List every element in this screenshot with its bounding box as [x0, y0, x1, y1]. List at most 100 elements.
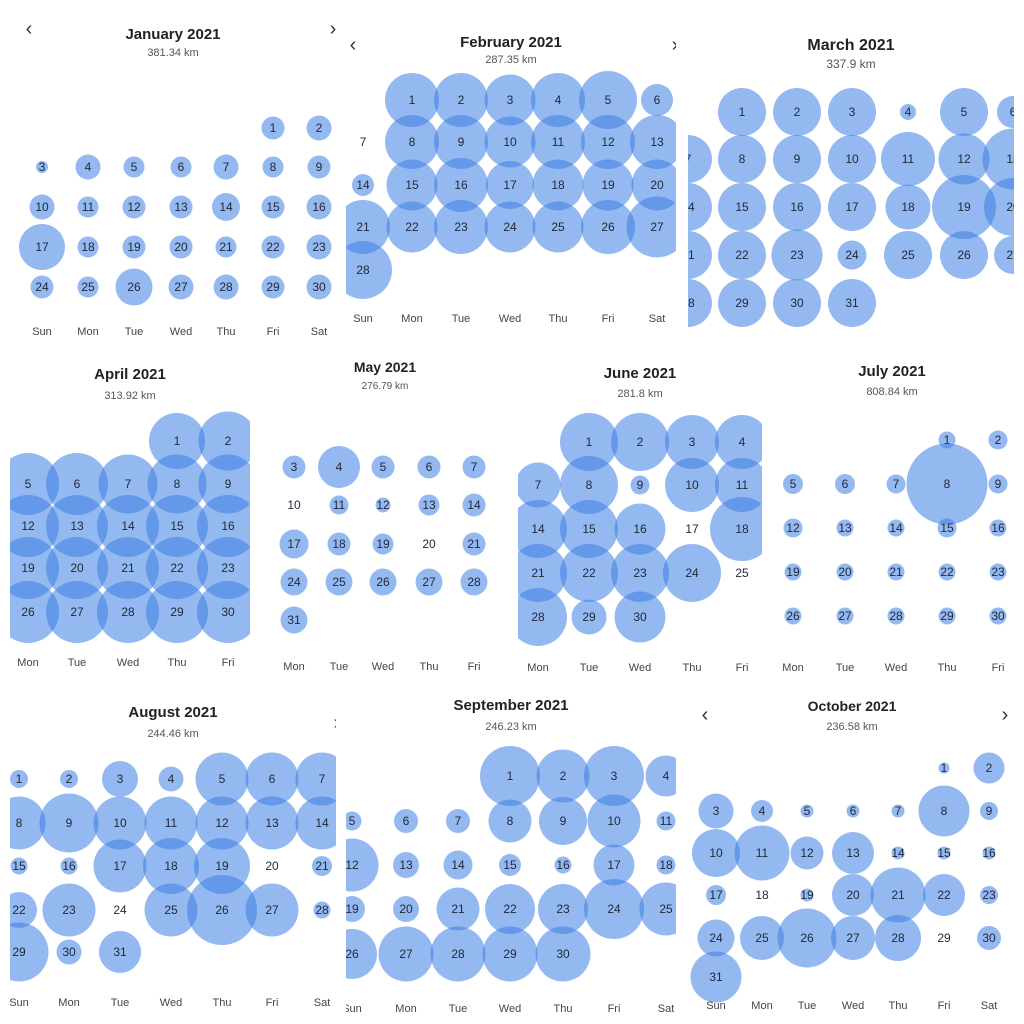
activity-bubble[interactable]	[885, 184, 931, 230]
day-number[interactable]: 26	[127, 280, 141, 294]
day-number[interactable]: 14	[688, 200, 695, 214]
activity-bubble[interactable]	[997, 96, 1014, 128]
day-number[interactable]: 14	[889, 521, 903, 535]
day-number[interactable]: 7	[318, 772, 326, 786]
day-number[interactable]: 21	[688, 248, 695, 262]
activity-bubble[interactable]	[213, 154, 239, 180]
day-number[interactable]: 2	[224, 434, 232, 448]
day-number[interactable]: 20	[70, 561, 84, 575]
activity-bubble[interactable]	[790, 836, 824, 870]
activity-bubble[interactable]	[571, 599, 607, 635]
day-number[interactable]: 7	[222, 160, 230, 174]
day-number[interactable]: 31	[287, 613, 301, 627]
activity-bubble[interactable]	[663, 544, 721, 602]
activity-bubble[interactable]	[306, 194, 332, 220]
activity-bubble[interactable]	[375, 497, 391, 513]
day-number[interactable]: 15	[582, 522, 596, 536]
activity-bubble[interactable]	[484, 201, 536, 253]
day-number[interactable]: 8	[269, 160, 277, 174]
day-number[interactable]: 4	[335, 460, 343, 474]
activity-bubble[interactable]	[710, 497, 762, 561]
day-number[interactable]: 5	[960, 105, 968, 119]
activity-bubble[interactable]	[837, 240, 867, 270]
activity-bubble[interactable]	[784, 563, 802, 581]
day-number[interactable]: 29	[940, 609, 954, 623]
day-number[interactable]: 28	[891, 931, 905, 945]
activity-bubble[interactable]	[887, 563, 905, 581]
activity-bubble[interactable]	[718, 231, 766, 279]
day-number[interactable]: 2	[636, 435, 644, 449]
activity-bubble[interactable]	[77, 196, 99, 218]
activity-bubble[interactable]	[386, 201, 438, 253]
day-number[interactable]: 10	[709, 846, 723, 860]
activity-bubble[interactable]	[261, 195, 285, 219]
day-number[interactable]: 18	[332, 537, 346, 551]
activity-bubble[interactable]	[346, 241, 392, 299]
activity-bubble[interactable]	[656, 811, 676, 831]
activity-bubble[interactable]	[584, 879, 644, 939]
activity-bubble[interactable]	[327, 532, 351, 556]
activity-bubble[interactable]	[777, 908, 837, 968]
day-number[interactable]: 28	[356, 263, 370, 277]
day-number[interactable]: 2	[559, 769, 567, 783]
activity-bubble[interactable]	[665, 458, 719, 512]
activity-bubble[interactable]	[19, 224, 65, 270]
day-number[interactable]: 1	[15, 772, 23, 786]
activity-bubble[interactable]	[295, 796, 336, 850]
activity-bubble[interactable]	[828, 183, 876, 231]
day-number[interactable]: 22	[266, 240, 280, 254]
activity-bubble[interactable]	[312, 856, 332, 876]
day-number[interactable]: 1	[940, 761, 948, 775]
day-number[interactable]: 12	[215, 816, 229, 830]
day-number[interactable]: 7	[688, 152, 691, 166]
activity-bubble[interactable]	[891, 846, 905, 860]
activity-bubble[interactable]	[418, 494, 440, 516]
day-number[interactable]: 23	[982, 888, 996, 902]
day-number[interactable]: 2	[457, 93, 465, 107]
activity-bubble[interactable]	[988, 474, 1008, 494]
day-number[interactable]: 21	[531, 566, 545, 580]
activity-bubble[interactable]	[973, 752, 1005, 784]
day-number[interactable]: 1	[269, 121, 277, 135]
activity-bubble[interactable]	[697, 919, 735, 957]
activity-bubble[interactable]	[626, 196, 676, 258]
day-number[interactable]: 21	[315, 859, 329, 873]
day-number[interactable]: 5	[379, 460, 387, 474]
day-number[interactable]: 30	[790, 296, 804, 310]
day-number[interactable]: 22	[937, 888, 951, 902]
activity-bubble[interactable]	[718, 279, 766, 327]
day-number[interactable]: 17	[607, 858, 621, 872]
day-number[interactable]: 6	[268, 772, 276, 786]
day-number[interactable]: 8	[506, 814, 514, 828]
activity-bubble[interactable]	[75, 154, 101, 180]
activity-bubble[interactable]	[306, 115, 332, 141]
day-number[interactable]: 27	[265, 903, 279, 917]
activity-bubble[interactable]	[918, 785, 970, 837]
day-number[interactable]: 7	[892, 477, 900, 491]
day-number[interactable]: 26	[957, 248, 971, 262]
activity-bubble[interactable]	[169, 195, 193, 219]
day-number[interactable]: 25	[164, 903, 178, 917]
activity-bubble[interactable]	[740, 916, 784, 960]
day-number[interactable]: 3	[688, 435, 696, 449]
activity-bubble[interactable]	[29, 194, 55, 220]
day-number[interactable]: 14	[121, 519, 135, 533]
activity-bubble[interactable]	[122, 195, 146, 219]
day-number[interactable]: 22	[170, 561, 184, 575]
activity-bubble[interactable]	[560, 544, 618, 602]
day-number[interactable]: 28	[451, 947, 465, 961]
activity-bubble[interactable]	[773, 279, 821, 327]
activity-bubble[interactable]	[122, 235, 146, 259]
activity-bubble[interactable]	[581, 200, 635, 254]
day-number[interactable]: 8	[738, 152, 746, 166]
day-number[interactable]: 31	[845, 296, 859, 310]
activity-bubble[interactable]	[462, 532, 486, 556]
activity-bubble[interactable]	[488, 799, 532, 843]
activity-bubble[interactable]	[10, 857, 28, 875]
activity-bubble[interactable]	[393, 852, 419, 878]
day-number[interactable]: 18	[164, 859, 178, 873]
day-number[interactable]: 10	[287, 498, 301, 512]
activity-bubble[interactable]	[307, 155, 331, 179]
activity-bubble[interactable]	[870, 867, 926, 923]
activity-bubble[interactable]	[346, 811, 362, 831]
